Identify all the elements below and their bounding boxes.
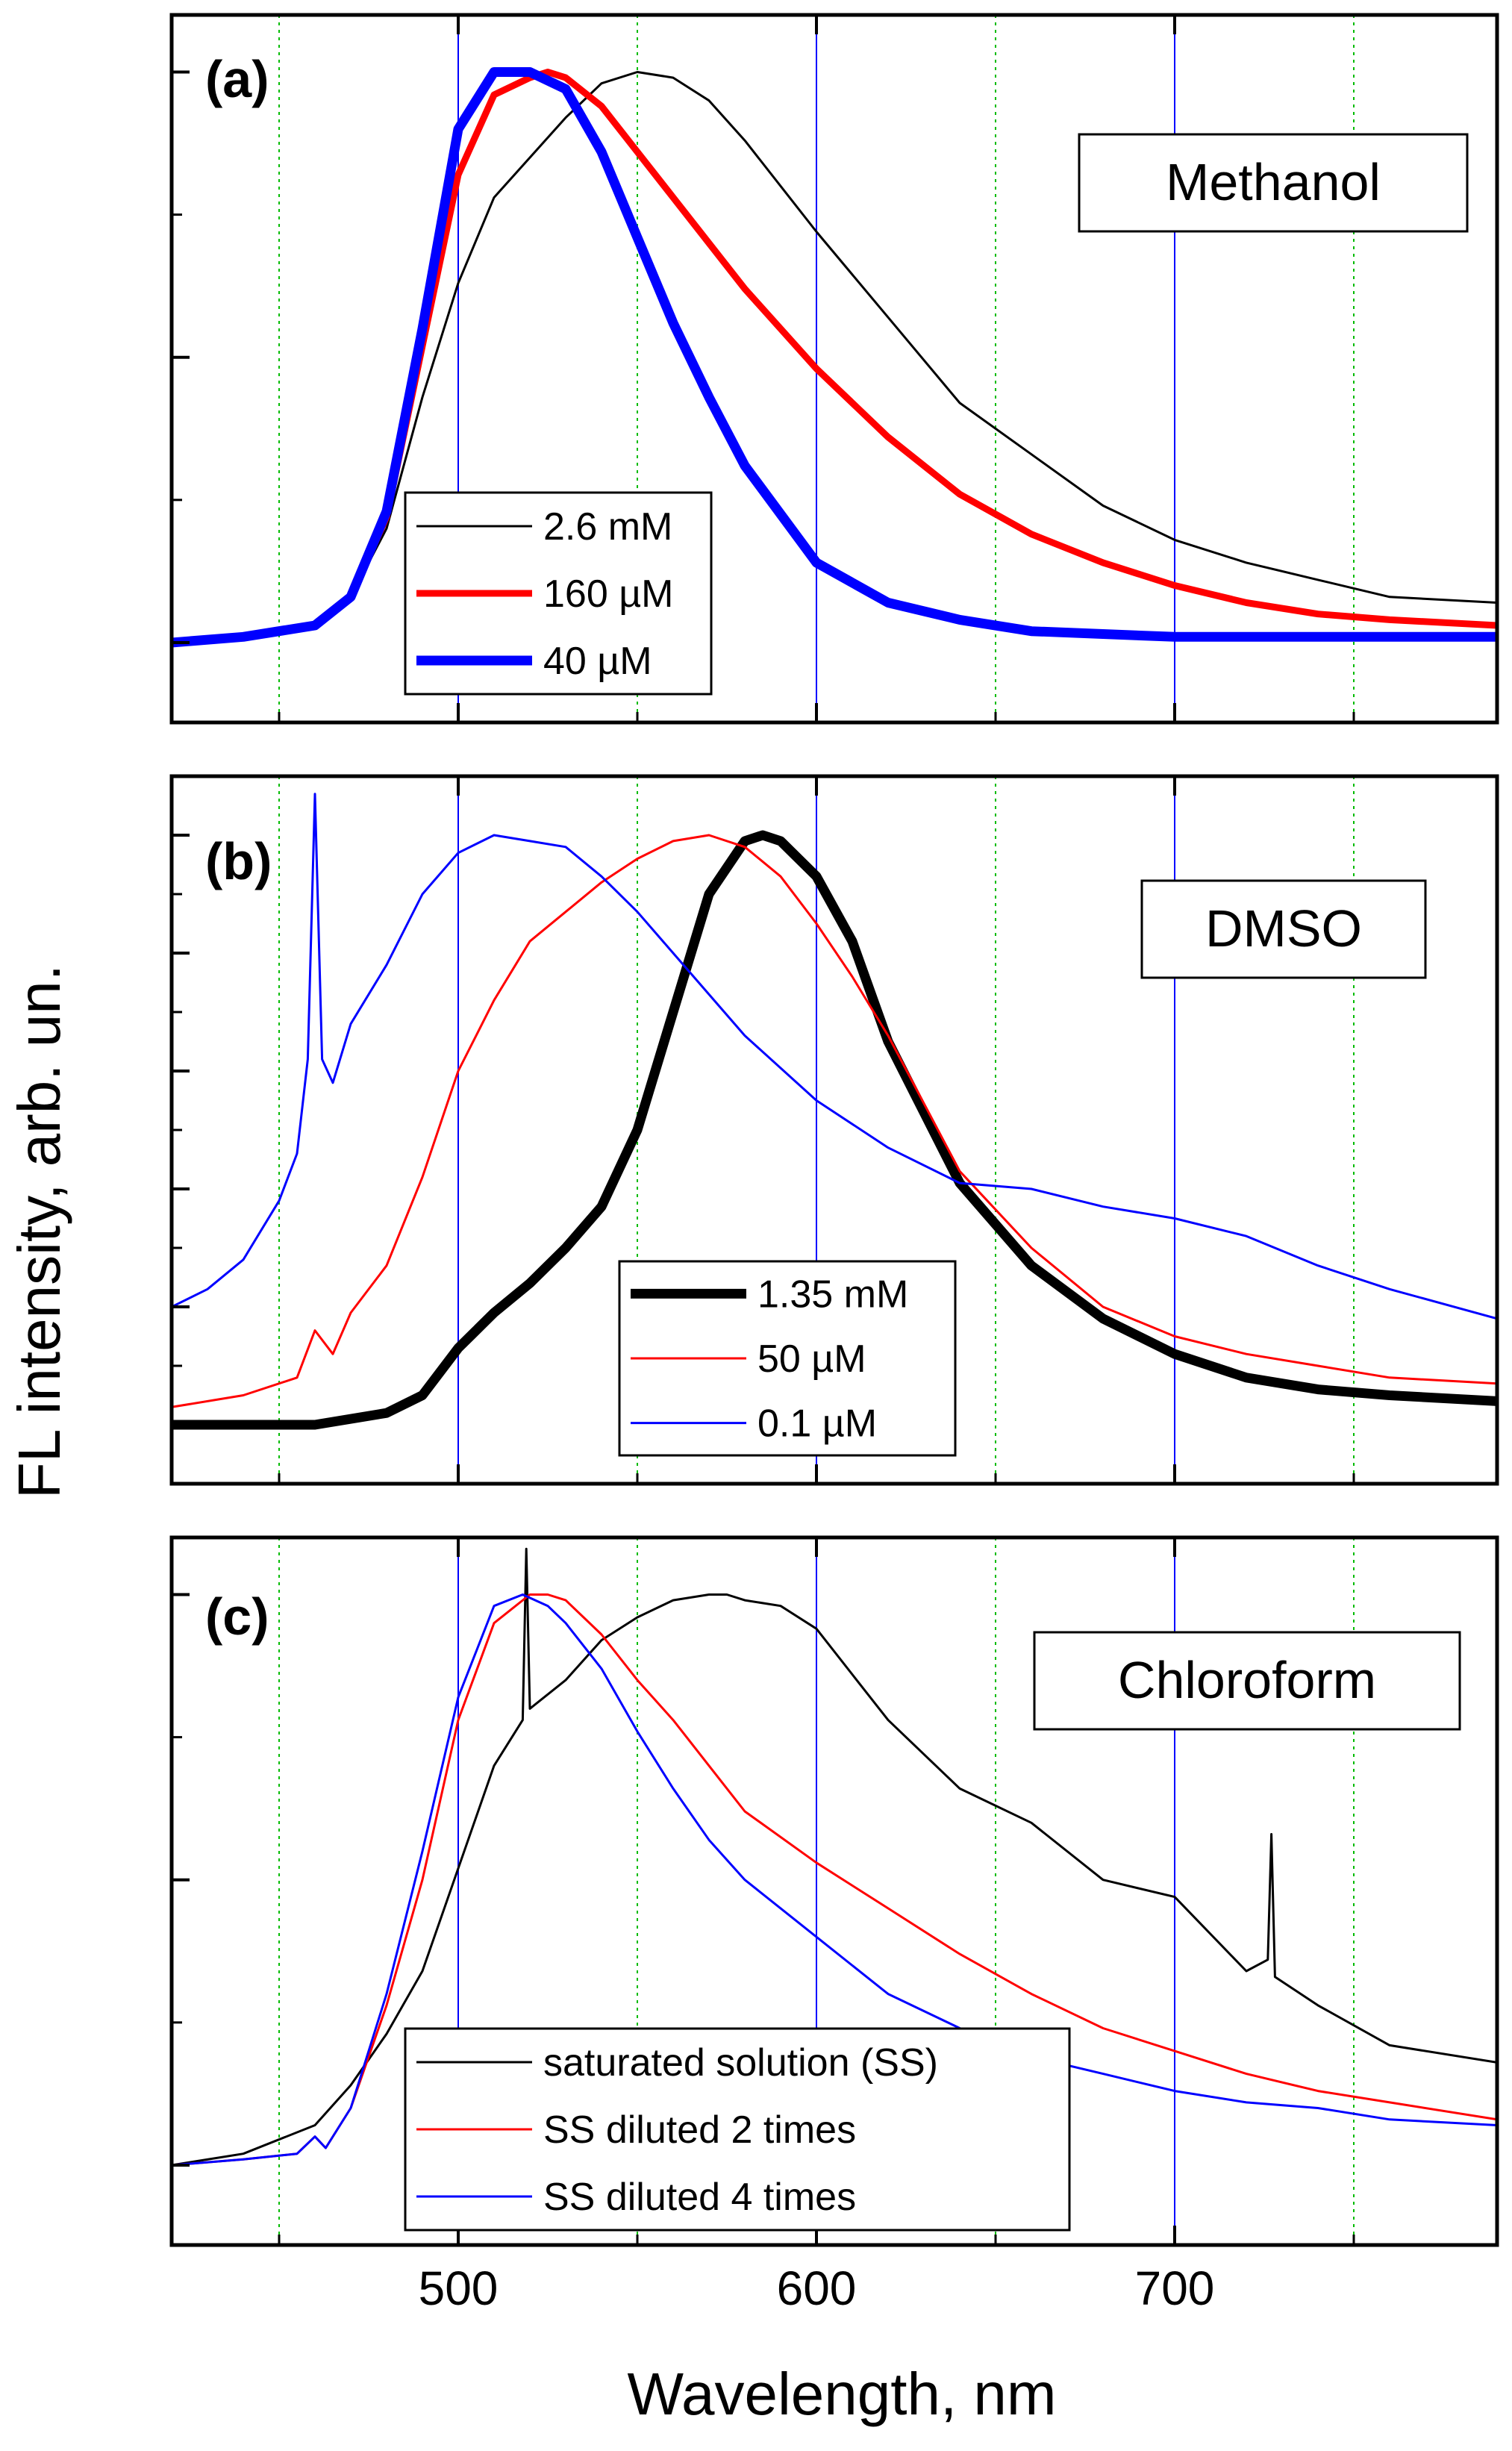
series-line-2 <box>172 793 1497 1320</box>
series-line-0 <box>172 71 1497 644</box>
plot-frame <box>169 13 1499 725</box>
panel-c: 500 600 700 (c) Chloroform saturated solut… <box>169 1535 1499 2315</box>
panel-label-a: (a) <box>205 50 269 108</box>
solvent-label-b: DMSO <box>1205 899 1362 958</box>
panel-a: (a) Methanol 2.6 mM 160 µM 40 µM <box>169 13 1499 725</box>
plot-frame <box>169 1535 1499 2247</box>
legend-entry: 160 µM <box>543 572 673 616</box>
solvent-label-c: Chloroform <box>1118 1651 1376 1709</box>
legend-entry: 2.6 mM <box>543 505 672 549</box>
panel-label-c: (c) <box>205 1587 269 1646</box>
legend-entry: 40 µM <box>543 640 652 683</box>
legend-entry: 1.35 mM <box>757 1273 908 1316</box>
x-axis-title: Wavelength, nm <box>627 2361 1056 2427</box>
solvent-label-a: Methanol <box>1166 153 1381 211</box>
legend-entry: SS diluted 2 times <box>543 2108 856 2152</box>
legend-a: 2.6 mM 160 µM 40 µM <box>404 491 713 696</box>
series-line-1 <box>172 834 1497 1408</box>
series-line-2 <box>172 67 1497 648</box>
x-tick-label: 600 <box>777 2261 857 2315</box>
legend-entry: SS diluted 4 times <box>543 2176 856 2219</box>
legend-c: saturated solution (SS) SS diluted 2 time… <box>404 2027 1071 2232</box>
x-tick-label: 500 <box>419 2261 499 2315</box>
series-line-2 <box>172 1593 1497 2167</box>
legend-entry: 50 µM <box>757 1337 866 1381</box>
legend-b: 1.35 mM 50 µM 0.1 µM <box>618 1260 957 1457</box>
y-axis-title: FL intensity, arb. un. <box>6 964 72 1499</box>
series-line-0 <box>172 830 1497 1430</box>
series-line-0 <box>172 1547 1497 2167</box>
panel-label-b: (b) <box>205 832 272 890</box>
legend-entry: saturated solution (SS) <box>543 2041 938 2085</box>
solvent-box-a: Methanol <box>1078 133 1469 233</box>
x-tick-label: 700 <box>1135 2261 1215 2315</box>
solvent-box-c: Chloroform <box>1033 1631 1461 1731</box>
legend-entry: 0.1 µM <box>757 1402 877 1446</box>
panel-b: (b) DMSO 1.35 mM 50 µM 0.1 µM <box>169 774 1499 1486</box>
solvent-box-b: DMSO <box>1140 879 1427 979</box>
